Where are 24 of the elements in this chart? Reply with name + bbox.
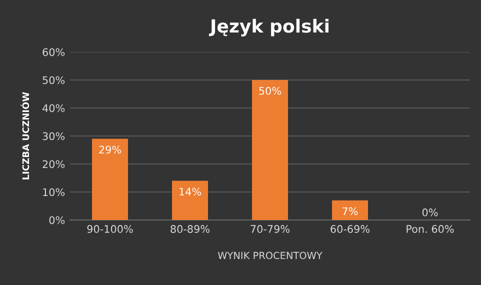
x-axis-title: WYNIK PROCENTOWY xyxy=(218,252,322,260)
bar xyxy=(92,138,128,220)
y-tick-label: 60% xyxy=(42,48,65,56)
data-label: 50% xyxy=(259,86,281,95)
y-tick-label: 50% xyxy=(42,76,65,84)
y-tick-label: 10% xyxy=(43,188,65,196)
y-axis-title: LICZBA UCZNIÓW xyxy=(20,92,30,180)
chart-title: Język polski xyxy=(208,18,328,36)
x-tick-label: 90-100% xyxy=(87,225,133,233)
y-tick-label: 40% xyxy=(42,104,65,112)
data-label: 0% xyxy=(422,208,438,216)
x-tick-label: 60-69% xyxy=(330,225,370,233)
bar xyxy=(172,180,208,220)
bar xyxy=(252,80,288,220)
data-label: 7% xyxy=(342,207,358,216)
y-tick-label: 30% xyxy=(42,132,65,140)
data-label: 29% xyxy=(99,146,121,154)
x-tick-label: 80-89% xyxy=(170,225,210,233)
x-tick-label: Pon. 60% xyxy=(406,225,454,233)
x-tick-label: 70-79% xyxy=(250,225,290,233)
data-label: 14% xyxy=(180,188,201,196)
y-tick-label: 0% xyxy=(49,216,65,224)
y-tick-label: 20% xyxy=(42,160,65,168)
bar xyxy=(332,200,368,220)
